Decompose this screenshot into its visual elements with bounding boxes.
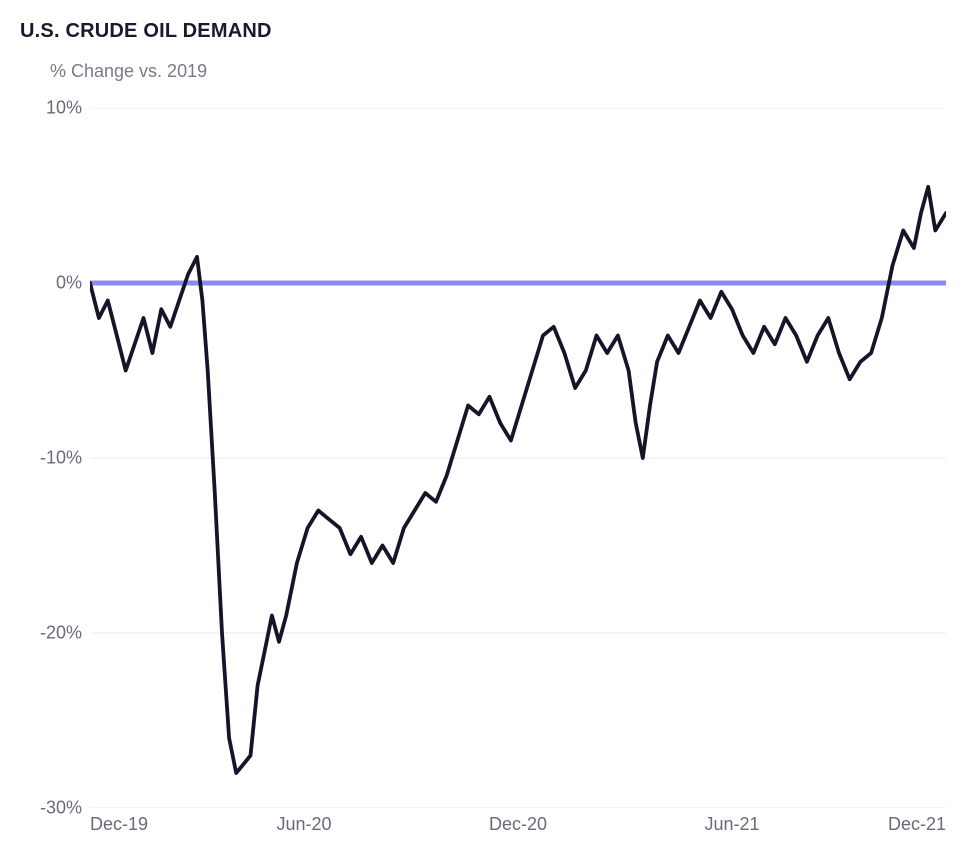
y-tick-label: -20% [40,623,82,644]
grid-area [90,108,946,808]
y-axis-labels: 10% 0% -10% -20% -30% [20,108,90,808]
chart-subtitle: % Change vs. 2019 [50,61,946,82]
x-tick-label: Jun-20 [276,814,331,835]
data-series-line [90,187,946,773]
x-tick-label: Dec-21 [888,814,946,835]
chart-container: U.S. CRUDE OIL DEMAND % Change vs. 2019 … [20,20,946,836]
x-tick-label: Jun-21 [704,814,759,835]
x-tick-label: Dec-20 [489,814,547,835]
x-axis-labels: Dec-19 Jun-20 Dec-20 Jun-21 Dec-21 [90,814,946,838]
y-tick-label: 10% [46,98,82,119]
y-tick-label: -30% [40,798,82,819]
plot-area: 10% 0% -10% -20% -30% Dec-19 Jun-20 Dec-… [20,108,946,808]
chart-svg [90,108,946,808]
y-tick-label: -10% [40,448,82,469]
y-tick-label: 0% [56,273,82,294]
chart-title: U.S. CRUDE OIL DEMAND [20,20,946,43]
x-tick-label: Dec-19 [90,814,148,835]
